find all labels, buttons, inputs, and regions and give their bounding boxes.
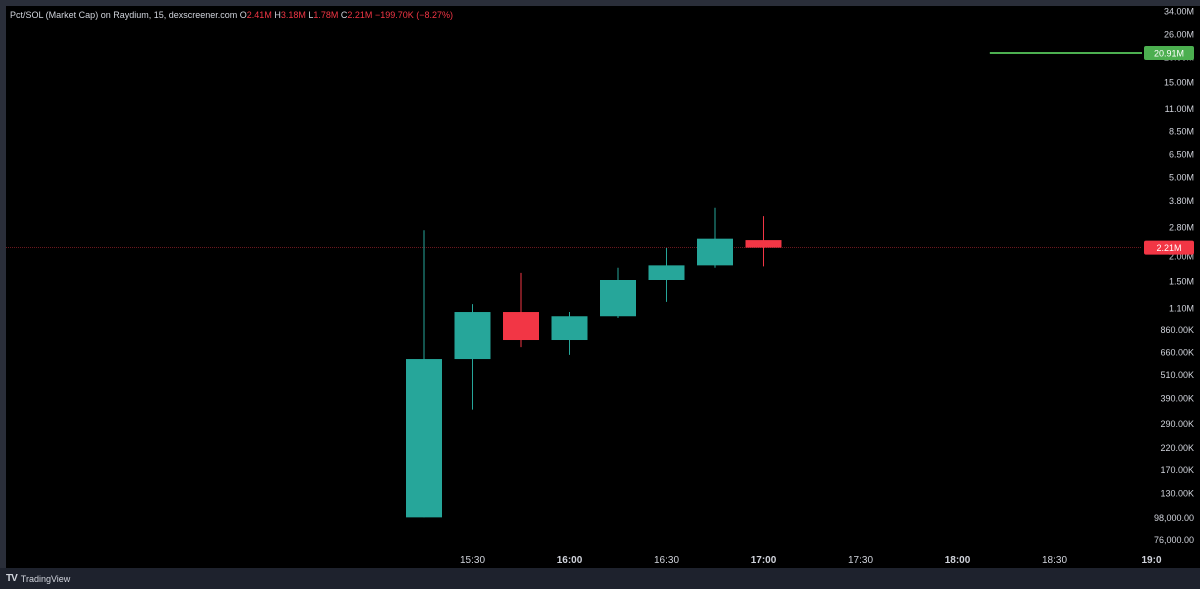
tradingview-logo[interactable]: TV TradingView	[6, 573, 70, 584]
y-tick-label: 5.00M	[1169, 172, 1194, 182]
footer-bar: TV TradingView	[0, 568, 1200, 589]
high-value: 3.18M	[280, 10, 306, 20]
y-tick-label: 2.00M	[1169, 252, 1194, 262]
y-tick-label: 6.50M	[1169, 150, 1194, 160]
x-tick-label: 15:30	[460, 555, 485, 566]
y-tick-label: 98,000.00	[1154, 513, 1194, 523]
x-tick-label: 16:00	[557, 555, 583, 566]
last-price-tag: 2.21M	[1156, 243, 1181, 253]
y-tick-label: 660.00K	[1160, 348, 1194, 358]
chart-panel[interactable]: 34.00M26.00M20.00M15.00M11.00M8.50M6.50M…	[6, 6, 1200, 568]
change-value: −199.70K (−8.27%)	[374, 10, 453, 20]
y-tick-label: 34.00M	[1164, 6, 1194, 16]
y-tick-label: 1.10M	[1169, 304, 1194, 314]
ath-price-tag-bg	[1144, 46, 1194, 61]
candle-body	[648, 265, 685, 281]
high-label: H	[274, 10, 281, 20]
candle-body	[600, 280, 636, 317]
y-tick-label: 170.00K	[1160, 465, 1194, 475]
close-value: 2.21M	[347, 10, 373, 20]
candle-body	[406, 359, 442, 518]
y-tick-label: 11.00M	[1165, 104, 1194, 114]
tradingview-brand-text: TradingView	[20, 573, 71, 584]
y-tick-label: 130.00K	[1160, 488, 1194, 498]
x-tick-label: 17:00	[751, 555, 777, 566]
candle-body	[745, 240, 782, 248]
symbol-legend: Pct/SOL (Market Cap) on Raydium, 15, dex…	[10, 10, 453, 20]
y-tick-label: 8.50M	[1169, 126, 1194, 136]
ath-price-tag: 20.91M	[1154, 49, 1184, 59]
candle-body	[503, 312, 539, 341]
candle-body	[551, 316, 588, 341]
low-label: L	[308, 10, 314, 20]
y-tick-label: 26.00M	[1164, 30, 1194, 40]
symbol-title: Pct/SOL (Market Cap) on Raydium, 15, dex…	[10, 10, 238, 20]
y-tick-label: 3.80M	[1169, 196, 1194, 206]
open-label: O	[239, 10, 247, 20]
x-tick-label: 18:00	[945, 555, 971, 566]
y-tick-label: 1.50M	[1169, 277, 1194, 287]
open-value: 2.41M	[246, 10, 272, 20]
y-tick-label: 15.00M	[1164, 77, 1194, 87]
y-tick-label: 2.80M	[1169, 223, 1194, 233]
low-value: 1.78M	[313, 10, 339, 20]
tradingview-logo-icon: TV	[6, 573, 18, 584]
x-tick-label: 19:0	[1141, 555, 1161, 566]
candlestick-chart[interactable]: 34.00M26.00M20.00M15.00M11.00M8.50M6.50M…	[6, 6, 1200, 568]
x-tick-label: 16:30	[654, 555, 679, 566]
y-tick-label: 390.00K	[1160, 393, 1194, 403]
close-label: C	[340, 10, 348, 20]
last-price-tag-bg	[1144, 240, 1194, 255]
candle-body	[454, 312, 491, 360]
x-tick-label: 17:30	[848, 555, 873, 566]
y-tick-label: 76,000.00	[1154, 535, 1194, 545]
y-tick-label: 290.00K	[1160, 419, 1194, 429]
y-tick-label: 860.00K	[1160, 325, 1194, 335]
y-tick-label: 510.00K	[1160, 370, 1194, 380]
candle-body	[697, 238, 733, 266]
y-tick-label: 220.00K	[1160, 443, 1194, 453]
x-tick-label: 18:30	[1042, 555, 1067, 566]
